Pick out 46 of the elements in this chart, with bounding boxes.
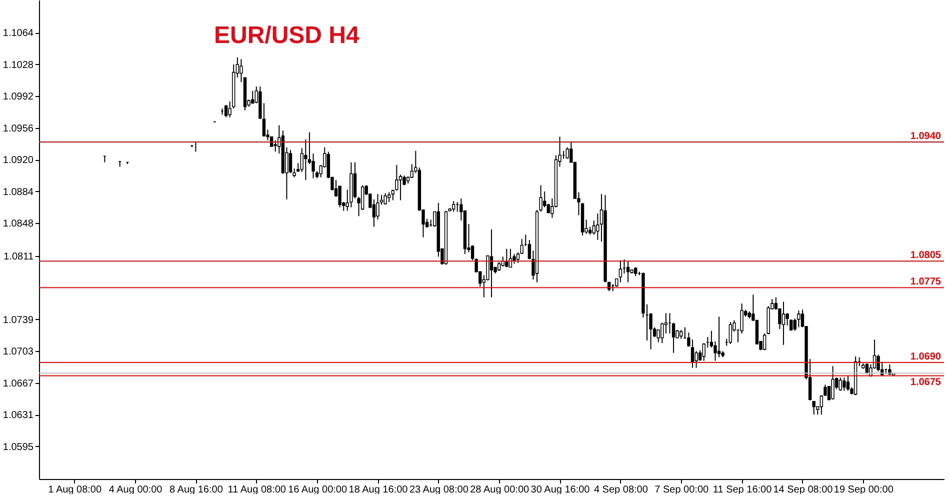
candlestick <box>690 339 694 368</box>
candlestick <box>797 310 800 328</box>
y-tick-label: 1.0667 <box>2 378 34 390</box>
ref-line-label: 1.0805 <box>910 250 942 262</box>
candlestick <box>782 301 786 346</box>
candlestick <box>786 312 789 326</box>
y-tick-label: 1.0920 <box>2 155 34 166</box>
candlestick <box>812 400 816 416</box>
y-tick-label: 1.0739 <box>2 314 34 326</box>
candlestick <box>384 192 387 206</box>
y-tick-label: 1.1064 <box>2 28 34 40</box>
candlestick <box>398 174 402 201</box>
candlestick <box>224 104 228 118</box>
candlestick <box>274 140 277 152</box>
ref-line-label: 1.0940 <box>910 131 942 142</box>
candlestick <box>452 200 456 212</box>
candlestick <box>288 149 292 174</box>
candlestick <box>842 377 846 392</box>
candlestick <box>618 260 622 283</box>
candlestick <box>505 248 508 268</box>
candlestick <box>566 146 569 160</box>
ref-line-label: 1.0775 <box>910 276 942 288</box>
y-tick-label: 1.1028 <box>2 60 34 71</box>
y-tick-label: 1.0703 <box>2 346 34 358</box>
candlestick <box>831 366 834 400</box>
candlestick <box>250 90 254 104</box>
y-tick-label: 1.0631 <box>2 410 34 422</box>
candlestick <box>876 354 880 372</box>
candlestick <box>672 322 676 354</box>
ref-line-label: 1.0690 <box>910 352 942 363</box>
y-tick-label: 1.0956 <box>2 123 34 134</box>
y-tick-label: 1.0848 <box>2 218 34 230</box>
y-tick-label: 1.0811 <box>4 251 34 262</box>
y-tick-label: 1.0595 <box>2 442 34 453</box>
candlestick <box>846 375 850 392</box>
y-tick-label: 1.0884 <box>2 186 34 198</box>
ref-line-label: 1.0675 <box>910 376 942 388</box>
candlestick <box>626 260 630 283</box>
candlestick <box>728 321 732 345</box>
candlestick <box>694 350 698 368</box>
candlestick <box>240 58 243 83</box>
candlestick <box>717 316 721 358</box>
text: EUR/USD H4 <box>214 22 360 49</box>
candlestick <box>388 192 391 203</box>
candlestick <box>838 377 842 392</box>
y-tick-label: 1.0992 <box>2 92 34 103</box>
